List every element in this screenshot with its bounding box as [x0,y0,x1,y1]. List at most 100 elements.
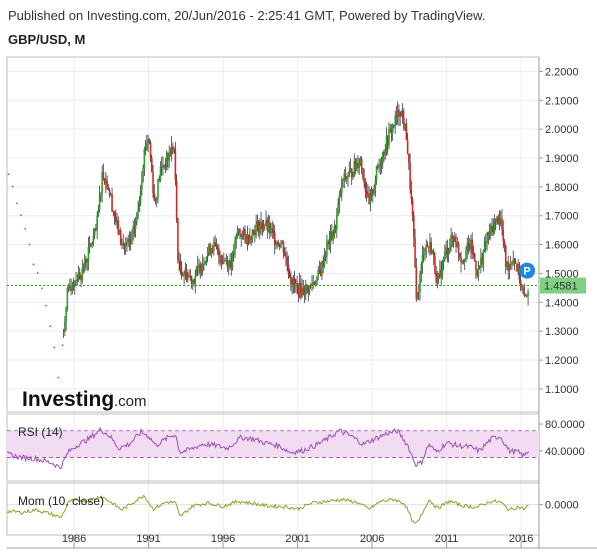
candle-body [249,237,251,244]
candle-body [162,165,164,168]
candle-body [368,193,370,205]
candle-body [517,264,519,272]
candle-body [66,288,69,307]
candle-body [139,190,142,203]
candle-body [431,250,434,254]
candle-body [316,276,318,284]
candle-body [435,272,437,283]
candle-body [481,257,483,265]
candle-body [90,243,92,245]
candle-body [235,235,238,241]
candle-body [103,178,106,185]
candle-body [440,269,442,278]
rsi-label: RSI (14) [18,425,63,439]
candle-body [301,287,303,298]
candle-body [359,158,362,164]
candle-body [516,263,518,272]
candle-body [470,239,472,250]
candle-body [426,244,429,247]
candle-body [234,240,236,255]
candle-body [311,284,313,286]
candle-body [333,225,336,236]
candle-body [273,232,276,245]
candle-body [196,265,199,268]
candle-body [137,210,139,213]
candle-body [229,260,231,263]
candle-body [133,226,136,229]
candle-body [93,228,96,236]
candle-body [201,263,204,270]
candle-body [174,149,177,181]
candle-body [76,280,79,282]
candle-body [390,128,393,134]
candle-body [389,128,392,131]
candle-body [178,259,180,263]
candle-body [69,285,71,289]
candle-body [364,183,367,192]
candle-body [190,275,193,284]
candle-body [353,161,356,177]
candle-body [309,284,312,286]
candle-body [122,243,125,245]
candle-body [329,231,332,244]
price-tick-label: 1.1000 [545,384,579,396]
candle-body [261,221,264,230]
candle-body [100,193,102,195]
candle-body [132,226,134,235]
candle-body [394,115,396,126]
candle-body [67,285,70,289]
candle-body [429,242,431,248]
candle-body [360,158,363,169]
price-point [24,228,27,230]
candle-body [482,251,485,265]
candle-body [144,149,147,150]
candle-body [314,283,317,285]
candle-body [81,269,84,281]
candle-body [247,234,250,244]
candle-body [142,168,144,181]
axes: 2.2000 2.1000 2.0000 1.9000 1.8000 1.7000 1.60… [62,66,585,548]
candle-body [119,230,122,246]
candle-body [78,272,81,279]
candle-body [504,245,507,267]
investing-logo: Investing .com [22,388,147,411]
price-point [20,214,22,217]
candle-body [322,261,324,267]
candle-body [265,220,267,227]
candle-body [195,267,198,277]
price-point [49,325,52,328]
candle-body [307,286,310,294]
candle-body [281,241,283,244]
candle-body [478,266,481,268]
candle-body [488,231,491,235]
candle-body [183,274,185,276]
candle-body [97,209,100,216]
candle-body [180,269,183,277]
candle-body [154,199,157,201]
candle-body [451,235,454,239]
candle-body [399,116,401,117]
candle-body [227,260,230,268]
candle-body [413,215,415,238]
candle-body [242,229,245,233]
candle-body [136,212,138,222]
candle-body [271,228,274,231]
candle-body [507,261,510,271]
candle-body [436,279,439,283]
candle-body [127,239,130,243]
candle-body [237,229,240,232]
candle-body [506,261,508,267]
time-tick-label: 2016 [509,533,533,545]
candle-body [393,124,395,126]
candle-body [148,139,151,143]
candle-body [256,221,259,225]
candle-body [74,280,76,286]
candle-body [244,229,246,235]
price-tick-label: 1.2000 [545,355,579,367]
candle-body [288,273,291,278]
candle-body [173,148,175,150]
candle-body [203,263,205,265]
candle-body [83,258,86,269]
candle-body [422,254,425,256]
